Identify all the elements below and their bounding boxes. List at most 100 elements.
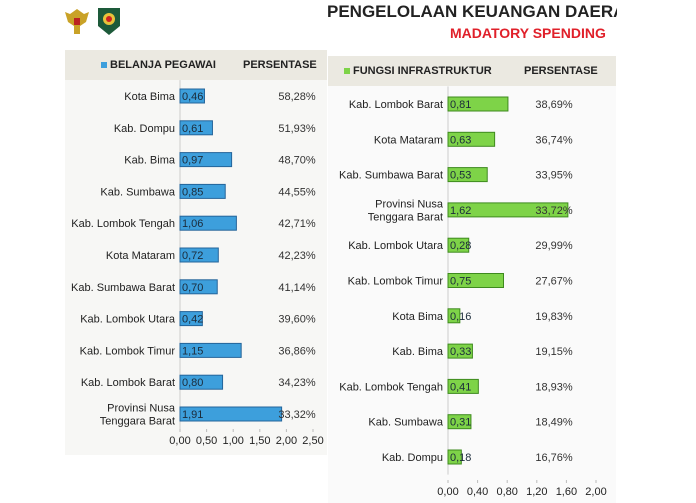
bar (179, 120, 213, 136)
percentage-label: 19,15% (535, 346, 573, 358)
percentage-label: 33,32% (278, 409, 316, 421)
legend-label: FUNGSI INFRASTRUKTUR (344, 65, 492, 77)
category-label: Kota Mataram (106, 250, 175, 262)
category-label: Kota Mataram (374, 134, 443, 146)
category-label: Kab. Dompu (382, 452, 443, 464)
bar (447, 308, 461, 324)
legend-swatch (101, 62, 107, 68)
ministry-logo (96, 6, 122, 36)
percentage-label: 44,55% (278, 186, 316, 198)
bar (179, 183, 226, 199)
bar (179, 215, 237, 231)
x-tick-label: 0,40 (467, 486, 488, 498)
value-label: 0,16 (450, 311, 471, 323)
value-label: 1,06 (182, 218, 203, 230)
percentage-label: 48,70% (278, 155, 316, 167)
bar (447, 131, 496, 147)
value-label: 0,31 (450, 417, 471, 429)
x-tick-label: 0,50 (196, 435, 217, 447)
category-label: Kab. Lombok Barat (349, 99, 443, 111)
category-label: Kab. Dompu (114, 123, 175, 135)
category-label: Kab. Sumbawa (100, 186, 175, 198)
percentage-label: 41,14% (278, 282, 316, 294)
value-label: 0,75 (450, 276, 471, 288)
value-label: 0,81 (450, 99, 471, 111)
garuda-emblem-logo (64, 6, 90, 36)
chart-header: FUNGSI INFRASTRUKTUR PERSENTASE (328, 56, 616, 86)
percentage-header: PERSENTASE (243, 59, 317, 71)
value-label: 1,62 (450, 205, 471, 217)
bar (447, 414, 472, 430)
value-label: 0,72 (182, 250, 203, 262)
value-label: 0,41 (450, 381, 471, 393)
percentage-header: PERSENTASE (524, 65, 598, 77)
category-label: Kab. Bima (392, 346, 444, 358)
category-label: Provinsi Nusa (375, 198, 444, 210)
x-tick-label: 0,00 (437, 486, 458, 498)
bar (447, 343, 473, 359)
category-label: Kab. Lombok Utara (348, 240, 444, 252)
value-label: 0,53 (450, 170, 471, 182)
percentage-label: 33,95% (535, 170, 573, 182)
percentage-label: 29,99% (535, 240, 573, 252)
legend-label: BELANJA PEGAWAI (101, 59, 216, 71)
percentage-label: 42,23% (278, 250, 316, 262)
bar (447, 96, 509, 112)
category-label: Kota Bima (124, 91, 176, 103)
category-label: Kota Bima (392, 311, 444, 323)
value-label: 0,42 (182, 314, 203, 326)
category-label: Tenggara Barat (368, 211, 443, 223)
percentage-label: 16,76% (535, 452, 573, 464)
value-label: 0,18 (450, 452, 471, 464)
percentage-label: 58,28% (278, 91, 316, 103)
bar (179, 152, 233, 168)
bar (179, 311, 203, 327)
category-label: Kab. Sumbawa Barat (339, 170, 443, 182)
page-subtitle: MADATORY SPENDING (450, 25, 606, 41)
category-label: Kab. Lombok Tengah (71, 218, 175, 230)
category-label: Kab. Lombok Timur (348, 276, 444, 288)
percentage-label: 18,49% (535, 417, 573, 429)
value-label: 0,61 (182, 123, 203, 135)
chart-header: BELANJA PEGAWAI PERSENTASE (65, 50, 327, 80)
chart-svg: Kota Bima 0,46 58,28% Kab. Dompu 0,61 51,93% K… (71, 80, 324, 447)
x-tick-label: 1,60 (556, 486, 577, 498)
belanja-pegawai-chart: BELANJA PEGAWAI PERSENTASE Kota Bima 0,46… (65, 50, 327, 455)
category-label: Kab. Lombok Barat (81, 377, 175, 389)
percentage-label: 27,67% (535, 276, 573, 288)
value-label: 0,63 (450, 134, 471, 146)
category-label: Kab. Lombok Tengah (339, 381, 443, 393)
percentage-label: 39,60% (278, 314, 316, 326)
bar (447, 449, 462, 465)
category-label: Tenggara Barat (100, 416, 175, 428)
bar (447, 378, 479, 394)
percentage-label: 42,71% (278, 218, 316, 230)
value-label: 1,15 (182, 345, 203, 357)
bar (179, 342, 242, 358)
x-tick-label: 2,50 (302, 435, 323, 447)
category-label: Provinsi Nusa (107, 403, 176, 415)
bar (447, 202, 569, 218)
bar (179, 406, 283, 422)
percentage-label: 36,74% (535, 134, 573, 146)
value-label: 0,46 (182, 91, 203, 103)
x-tick-label: 1,50 (249, 435, 270, 447)
value-label: 0,85 (182, 186, 203, 198)
category-label: Kab. Bima (124, 155, 176, 167)
value-label: 0,28 (450, 240, 471, 252)
page-title: PENGELOLAAN KEUANGAN DAERAH (327, 2, 617, 21)
x-tick-label: 1,00 (222, 435, 243, 447)
fungsi-infrastruktur-chart: FUNGSI INFRASTRUKTUR PERSENTASE Kab. Lom… (328, 56, 616, 503)
x-tick-label: 0,80 (496, 486, 517, 498)
x-tick-label: 1,20 (526, 486, 547, 498)
category-label: Kab. Sumbawa (368, 417, 443, 429)
bar (179, 279, 218, 295)
bar (179, 374, 224, 390)
x-tick-label: 0,00 (169, 435, 190, 447)
bar (179, 88, 205, 104)
value-label: 0,97 (182, 155, 203, 167)
category-label: Kab. Lombok Timur (80, 345, 176, 357)
percentage-label: 19,83% (535, 311, 573, 323)
bar (447, 273, 504, 288)
category-label: Kab. Lombok Utara (80, 314, 176, 326)
